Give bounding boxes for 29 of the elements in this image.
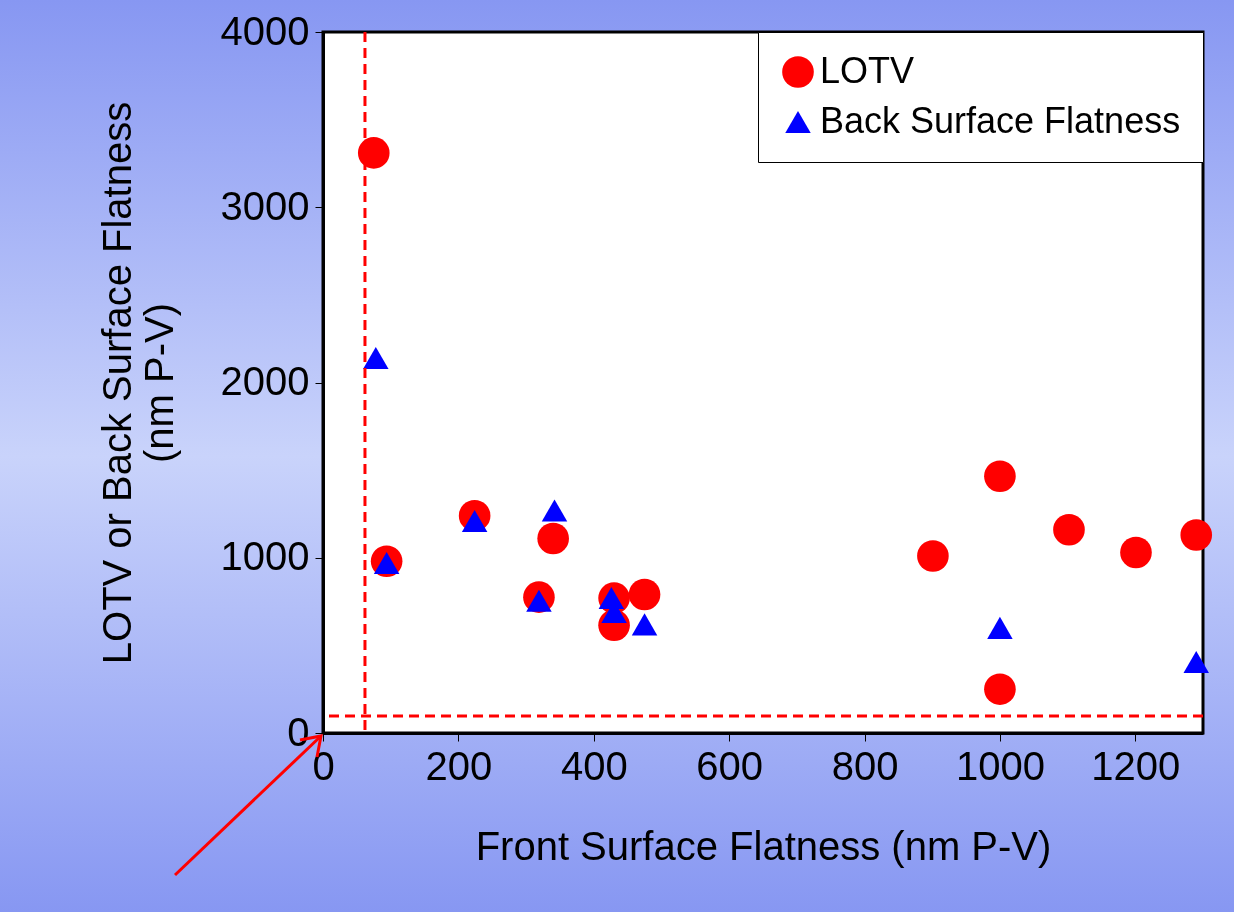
- point: [1053, 513, 1085, 546]
- y-tick-label: 4000: [220, 8, 310, 53]
- point: [631, 613, 658, 636]
- x-tick-label: 600: [696, 743, 764, 788]
- point: [363, 346, 389, 369]
- point: [1180, 519, 1213, 551]
- legend-label: LOTV: [820, 50, 915, 91]
- point: [1120, 536, 1152, 569]
- point: [537, 522, 569, 555]
- x-tick-label: 400: [560, 743, 628, 788]
- point: [357, 137, 390, 169]
- y-tick-label: 0: [287, 709, 310, 754]
- y-tick-label: 2000: [220, 359, 310, 403]
- point: [541, 499, 568, 522]
- x-tick-label: 200: [425, 743, 493, 788]
- point: [917, 540, 949, 572]
- y-axis-title: LOTV or Back Surface Flatness (nm P-V): [94, 101, 181, 665]
- point: [987, 616, 1013, 639]
- y-tick-label: 3000: [220, 183, 310, 228]
- point: [984, 673, 1016, 705]
- x-tick-label: 800: [831, 743, 899, 788]
- point: [628, 578, 661, 611]
- x-tick-label: 1000: [955, 743, 1045, 788]
- legend-label: Back Surface Flatness: [820, 100, 1181, 141]
- x-tick-label: 1200: [1091, 743, 1181, 788]
- point: [1183, 650, 1209, 674]
- x-axis-title: Front Surface Flatness (nm P-V): [475, 823, 1052, 868]
- point: [984, 460, 1016, 493]
- y-tick-label: 1000: [220, 534, 310, 579]
